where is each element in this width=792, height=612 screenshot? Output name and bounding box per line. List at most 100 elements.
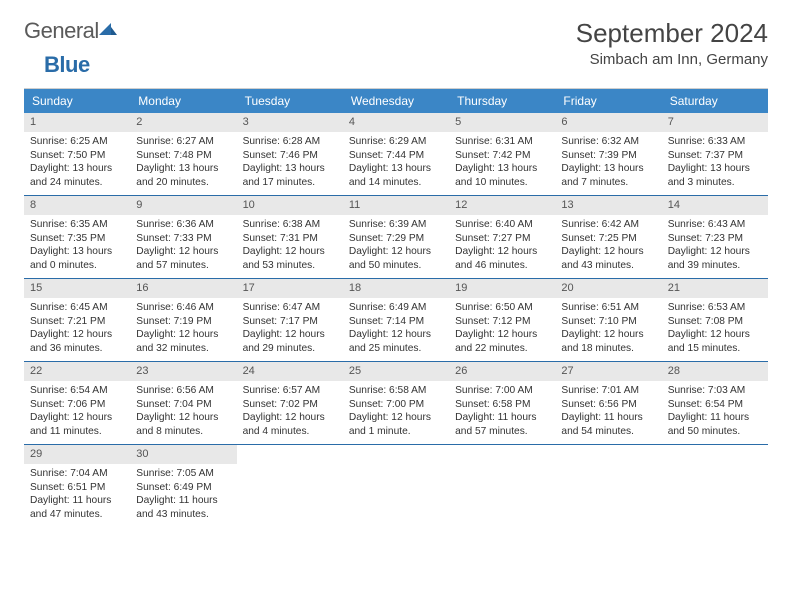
- day-number: 15: [24, 279, 130, 298]
- weekday-header-row: SundayMondayTuesdayWednesdayThursdayFrid…: [24, 89, 768, 113]
- day-details: Sunrise: 6:56 AMSunset: 7:04 PMDaylight:…: [130, 384, 236, 443]
- day-number: 5: [449, 113, 555, 132]
- day-number: 14: [662, 196, 768, 215]
- calendar-day-empty: [343, 445, 449, 527]
- weekday-header: Thursday: [449, 89, 555, 113]
- calendar-day: 19Sunrise: 6:50 AMSunset: 7:12 PMDayligh…: [449, 279, 555, 361]
- day-details: Sunrise: 6:36 AMSunset: 7:33 PMDaylight:…: [130, 218, 236, 277]
- weekday-header: Wednesday: [343, 89, 449, 113]
- calendar-day: 27 Sunrise: 7:01 AMSunset: 6:56 PMDayligh…: [555, 362, 661, 444]
- day-number: 10: [237, 196, 343, 215]
- calendar-day: 12Sunrise: 6:40 AMSunset: 7:27 PMDayligh…: [449, 196, 555, 278]
- day-number: 29: [24, 445, 130, 464]
- day-details: Sunrise: 6:35 AMSunset: 7:35 PMDaylight:…: [24, 218, 130, 277]
- weekday-header: Monday: [130, 89, 236, 113]
- calendar-week-row: 22 Sunrise: 6:54 AMSunset: 7:06 PMDayligh…: [24, 362, 768, 445]
- day-details: Sunrise: 7:03 AMSunset: 6:54 PMDaylight:…: [662, 384, 768, 443]
- calendar-day: 21Sunrise: 6:53 AMSunset: 7:08 PMDayligh…: [662, 279, 768, 361]
- day-number: 8: [24, 196, 130, 215]
- weekday-header: Sunday: [24, 89, 130, 113]
- calendar-day: 20 Sunrise: 6:51 AMSunset: 7:10 PMDayligh…: [555, 279, 661, 361]
- day-details: Sunrise: 6:38 AMSunset: 7:31 PMDaylight:…: [237, 218, 343, 277]
- day-details: Sunrise: 6:57 AMSunset: 7:02 PMDaylight:…: [237, 384, 343, 443]
- day-details: Sunrise: 6:28 AMSunset: 7:46 PMDaylight:…: [237, 135, 343, 194]
- day-number: 28: [662, 362, 768, 381]
- calendar-day: 26Sunrise: 7:00 AMSunset: 6:58 PMDayligh…: [449, 362, 555, 444]
- calendar: SundayMondayTuesdayWednesdayThursdayFrid…: [24, 88, 768, 527]
- day-number: 3: [237, 113, 343, 132]
- calendar-day: 18Sunrise: 6:49 AMSunset: 7:14 PMDayligh…: [343, 279, 449, 361]
- calendar-day: 15 Sunrise: 6:45 AMSunset: 7:21 PMDayligh…: [24, 279, 130, 361]
- calendar-day: 28 Sunrise: 7:03 AMSunset: 6:54 PMDayligh…: [662, 362, 768, 444]
- day-number: 16: [130, 279, 236, 298]
- logo-word-blue: Blue: [44, 52, 90, 77]
- calendar-day: 6 Sunrise: 6:32 AMSunset: 7:39 PMDaylight…: [555, 113, 661, 195]
- day-number: 4: [343, 113, 449, 132]
- calendar-week-row: 29 Sunrise: 7:04 AMSunset: 6:51 PMDayligh…: [24, 445, 768, 527]
- calendar-day: 10 Sunrise: 6:38 AMSunset: 7:31 PMDayligh…: [237, 196, 343, 278]
- calendar-week-row: 15 Sunrise: 6:45 AMSunset: 7:21 PMDayligh…: [24, 279, 768, 362]
- calendar-day: 11Sunrise: 6:39 AMSunset: 7:29 PMDayligh…: [343, 196, 449, 278]
- day-number: 26: [449, 362, 555, 381]
- calendar-day-empty: [555, 445, 661, 527]
- calendar-day: 9 Sunrise: 6:36 AMSunset: 7:33 PMDaylight…: [130, 196, 236, 278]
- day-details: Sunrise: 6:27 AMSunset: 7:48 PMDaylight:…: [130, 135, 236, 194]
- day-details: Sunrise: 6:43 AMSunset: 7:23 PMDaylight:…: [662, 218, 768, 277]
- calendar-day: 2 Sunrise: 6:27 AMSunset: 7:48 PMDaylight…: [130, 113, 236, 195]
- calendar-day-empty: [237, 445, 343, 527]
- calendar-day: 13Sunrise: 6:42 AMSunset: 7:25 PMDayligh…: [555, 196, 661, 278]
- day-number: 1: [24, 113, 130, 132]
- calendar-day: 16 Sunrise: 6:46 AMSunset: 7:19 PMDayligh…: [130, 279, 236, 361]
- calendar-day: 14 Sunrise: 6:43 AMSunset: 7:23 PMDayligh…: [662, 196, 768, 278]
- calendar-day-empty: [662, 445, 768, 527]
- location: Simbach am Inn, Germany: [576, 51, 768, 68]
- calendar-day: 29 Sunrise: 7:04 AMSunset: 6:51 PMDayligh…: [24, 445, 130, 527]
- day-details: Sunrise: 6:31 AMSunset: 7:42 PMDaylight:…: [449, 135, 555, 194]
- day-number: 21: [662, 279, 768, 298]
- day-details: Sunrise: 6:50 AMSunset: 7:12 PMDaylight:…: [449, 301, 555, 360]
- weeks-container: 1Sunrise: 6:25 AMSunset: 7:50 PMDaylight…: [24, 113, 768, 527]
- calendar-day: 4 Sunrise: 6:29 AMSunset: 7:44 PMDaylight…: [343, 113, 449, 195]
- day-number: 24: [237, 362, 343, 381]
- day-details: Sunrise: 6:49 AMSunset: 7:14 PMDaylight:…: [343, 301, 449, 360]
- day-details: Sunrise: 7:05 AMSunset: 6:49 PMDaylight:…: [130, 467, 236, 526]
- logo-word-general: General: [24, 18, 99, 44]
- calendar-day: 30 Sunrise: 7:05 AMSunset: 6:49 PMDayligh…: [130, 445, 236, 527]
- day-number: 27: [555, 362, 661, 381]
- day-number: 7: [662, 113, 768, 132]
- day-number: 17: [237, 279, 343, 298]
- calendar-day: 7 Sunrise: 6:33 AMSunset: 7:37 PMDaylight…: [662, 113, 768, 195]
- day-number: 20: [555, 279, 661, 298]
- day-details: Sunrise: 6:33 AMSunset: 7:37 PMDaylight:…: [662, 135, 768, 194]
- triangle-icon: [99, 21, 119, 42]
- calendar-day: 17 Sunrise: 6:47 AMSunset: 7:17 PMDayligh…: [237, 279, 343, 361]
- day-details: Sunrise: 7:01 AMSunset: 6:56 PMDaylight:…: [555, 384, 661, 443]
- day-number: 23: [130, 362, 236, 381]
- day-details: Sunrise: 7:04 AMSunset: 6:51 PMDaylight:…: [24, 467, 130, 526]
- calendar-day: 22 Sunrise: 6:54 AMSunset: 7:06 PMDayligh…: [24, 362, 130, 444]
- day-details: Sunrise: 6:46 AMSunset: 7:19 PMDaylight:…: [130, 301, 236, 360]
- day-number: 9: [130, 196, 236, 215]
- day-details: Sunrise: 6:54 AMSunset: 7:06 PMDaylight:…: [24, 384, 130, 443]
- day-number: 25: [343, 362, 449, 381]
- calendar-day: 24 Sunrise: 6:57 AMSunset: 7:02 PMDayligh…: [237, 362, 343, 444]
- day-details: Sunrise: 6:29 AMSunset: 7:44 PMDaylight:…: [343, 135, 449, 194]
- day-details: Sunrise: 6:47 AMSunset: 7:17 PMDaylight:…: [237, 301, 343, 360]
- day-number: 13: [555, 196, 661, 215]
- day-number: 2: [130, 113, 236, 132]
- weekday-header: Saturday: [662, 89, 768, 113]
- day-details: Sunrise: 6:45 AMSunset: 7:21 PMDaylight:…: [24, 301, 130, 360]
- month-title: September 2024: [576, 18, 768, 49]
- day-details: Sunrise: 6:58 AMSunset: 7:00 PMDaylight:…: [343, 384, 449, 443]
- calendar-day: 1Sunrise: 6:25 AMSunset: 7:50 PMDaylight…: [24, 113, 130, 195]
- day-number: 22: [24, 362, 130, 381]
- day-number: 30: [130, 445, 236, 464]
- day-number: 6: [555, 113, 661, 132]
- calendar-week-row: 8 Sunrise: 6:35 AMSunset: 7:35 PMDaylight…: [24, 196, 768, 279]
- calendar-day-empty: [449, 445, 555, 527]
- day-details: Sunrise: 6:39 AMSunset: 7:29 PMDaylight:…: [343, 218, 449, 277]
- day-details: Sunrise: 6:51 AMSunset: 7:10 PMDaylight:…: [555, 301, 661, 360]
- day-details: Sunrise: 6:32 AMSunset: 7:39 PMDaylight:…: [555, 135, 661, 194]
- calendar-day: 3 Sunrise: 6:28 AMSunset: 7:46 PMDaylight…: [237, 113, 343, 195]
- weekday-header: Friday: [555, 89, 661, 113]
